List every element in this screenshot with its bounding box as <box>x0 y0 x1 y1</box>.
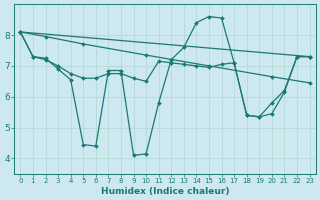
X-axis label: Humidex (Indice chaleur): Humidex (Indice chaleur) <box>101 187 229 196</box>
